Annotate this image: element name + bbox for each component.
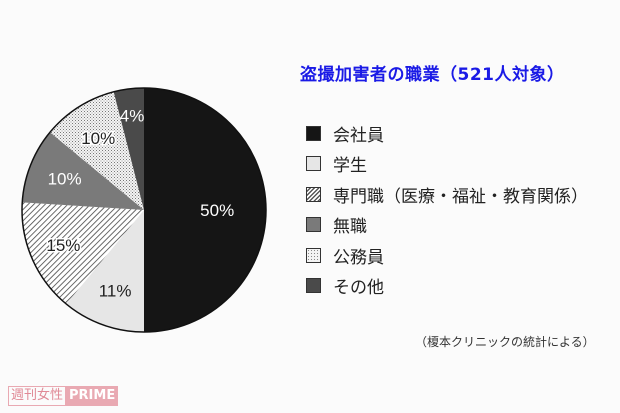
slice-label: 10%: [48, 170, 82, 189]
legend-item-student: 学生: [306, 149, 588, 180]
slice-label: 4%: [120, 107, 145, 126]
swatch-black: [306, 125, 321, 141]
legend-item-other: その他: [306, 271, 588, 302]
pie-slice: [144, 88, 266, 332]
slice-label: 50%: [200, 201, 234, 220]
swatch-dots: [306, 247, 321, 263]
legend-item-civil-servant: 公務員: [306, 240, 588, 271]
legend-item-unemployed: 無職: [306, 210, 588, 241]
pie-slice: [49, 91, 144, 210]
slice-label: 10%: [81, 129, 115, 148]
pie-chart: 50% 11% 15% 10% 10% 4%: [21, 87, 267, 333]
swatch-light-gray: [306, 156, 321, 172]
swatch-gray: [306, 217, 321, 233]
legend: 会社員 学生 専門職（医療・福祉・教育関係） 無職 公務員 その他: [306, 118, 588, 301]
chart-title: 盗撮加害者の職業（521人対象）: [300, 65, 565, 85]
slice-label: 11%: [99, 281, 132, 300]
pie-slice: [22, 202, 144, 305]
legend-item-company-employee: 会社員: [306, 118, 588, 149]
swatch-dark-gray: [306, 278, 321, 294]
slice-label: 15%: [46, 236, 80, 255]
pie-slice: [66, 210, 144, 332]
pie-slice: [113, 88, 144, 210]
source-note: （榎本クリニックの統計による）: [415, 335, 595, 349]
pie-slice: [22, 132, 145, 210]
watermark-logo: 週刊女性 PRIME: [8, 386, 119, 406]
swatch-hatch: [306, 186, 321, 202]
legend-item-professional: 専門職（医療・福祉・教育関係）: [306, 179, 588, 210]
